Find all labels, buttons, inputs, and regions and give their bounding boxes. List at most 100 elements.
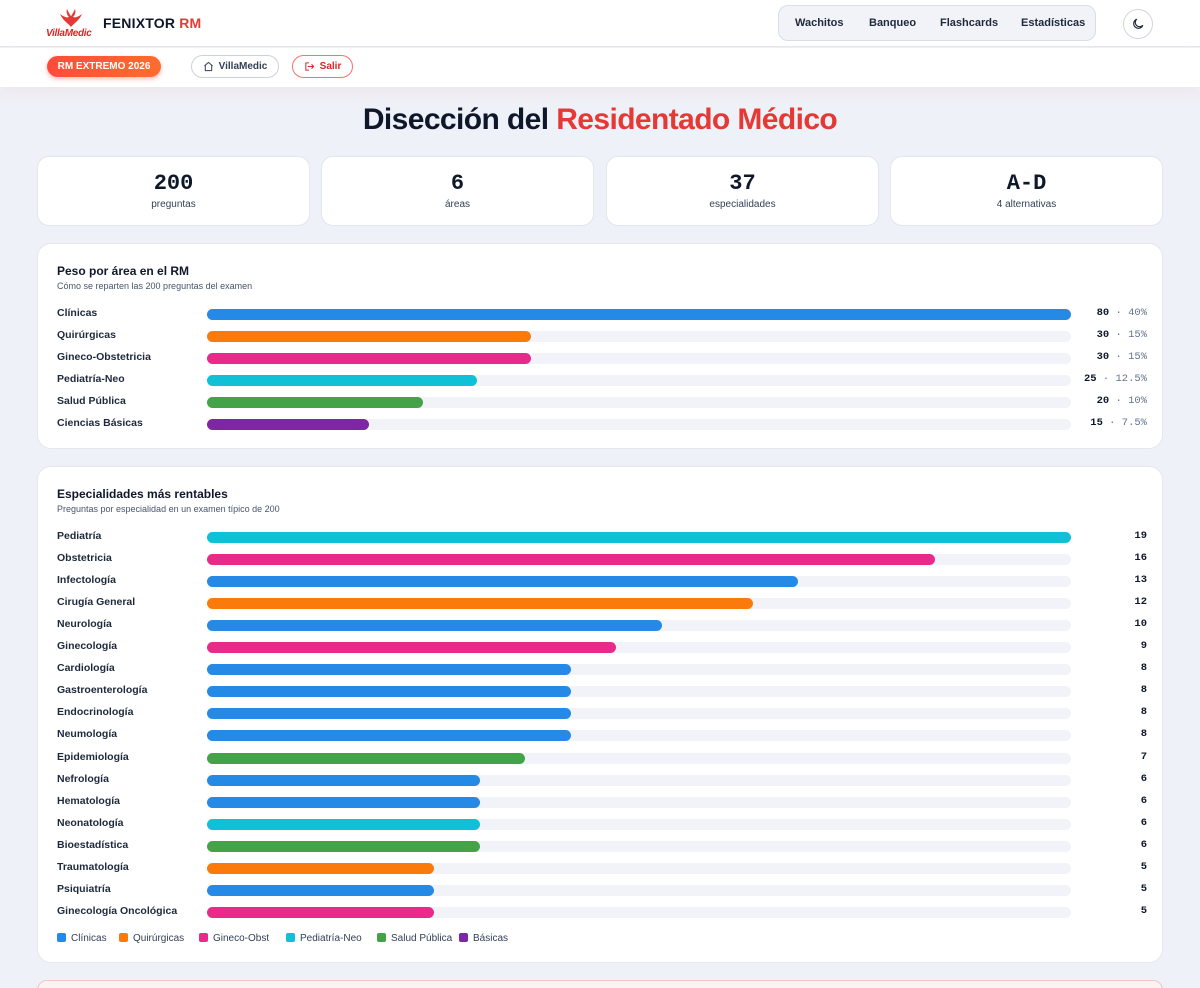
specialty-bar — [207, 796, 480, 808]
app-brand: FENIXTOR RM — [103, 15, 201, 31]
specialty-bar — [207, 730, 571, 742]
area-value: 80 · 40% — [1097, 307, 1147, 319]
nav-item-estadisticas[interactable]: Estadísticas — [1021, 17, 1086, 29]
theme-toggle-button[interactable] — [1123, 9, 1153, 39]
specialty-label: Epidemiología — [57, 750, 129, 763]
specialty-count: 6 — [1140, 838, 1147, 851]
area-bar-track — [207, 309, 1071, 320]
legend-label: Salud Pública — [391, 933, 453, 944]
stat-card-alternativas: A-D 4 alternativas — [890, 156, 1163, 226]
area-value: 25 · 12.5% — [1084, 373, 1147, 385]
logout-button[interactable]: Salir — [292, 55, 353, 78]
moon-icon — [1133, 18, 1144, 29]
specialty-bar-track — [207, 774, 1071, 786]
legend-item-pediatria-neo: Pediatría-Neo — [286, 933, 362, 944]
area-bar — [207, 419, 369, 430]
specialties-subtitle: Preguntas por especialidad en un examen … — [57, 504, 280, 514]
specialty-label: Neurología — [57, 618, 112, 631]
specialty-bar — [207, 664, 571, 676]
area-label: Clínicas — [57, 307, 98, 319]
area-bar-track — [207, 353, 1071, 364]
specialty-row-infectologia: Infectología 13 — [57, 573, 1147, 589]
nav-item-wachitos[interactable]: Wachitos — [795, 17, 844, 29]
specialty-bar-track — [207, 532, 1071, 543]
specialty-bar-track — [207, 554, 1071, 566]
specialty-label: Neumología — [57, 728, 118, 741]
specialty-value: 6 — [1141, 817, 1147, 829]
stat-value: 200 — [153, 171, 194, 196]
legend-label: Básicas — [473, 933, 509, 944]
stat-label: preguntas — [151, 199, 196, 210]
specialty-value: 8 — [1141, 684, 1147, 696]
specialty-value: 6 — [1141, 839, 1147, 851]
specialty-count: 8 — [1140, 728, 1147, 741]
specialty-bar — [207, 774, 480, 786]
specialty-bar-track — [207, 840, 1071, 852]
specialty-count: 6 — [1140, 772, 1147, 785]
nav-item-flashcards[interactable]: Flashcards — [940, 17, 999, 29]
nav-item-banqueo[interactable]: Banqueo — [869, 17, 917, 29]
page-title-accent: Residentado Médico — [556, 103, 838, 136]
next-section-card — [37, 980, 1163, 988]
specialty-bar — [207, 620, 662, 632]
logout-icon — [304, 62, 314, 71]
area-bar — [207, 353, 531, 364]
stat-value: A-D — [1006, 171, 1047, 196]
area-value: 20 · 10% — [1097, 395, 1147, 407]
page-title-main: Disección del — [362, 103, 549, 136]
specialty-bar — [207, 752, 526, 764]
stat-card-especialidades: 37 especialidades — [606, 156, 879, 226]
specialty-count: 5 — [1140, 904, 1147, 917]
villamedic-logo[interactable]: VillaMedic — [46, 8, 96, 40]
area-value: 30 · 15% — [1097, 351, 1147, 363]
specialty-bar — [207, 862, 435, 874]
area-weight-subtitle: Cómo se reparten las 200 preguntas del e… — [57, 281, 253, 291]
area-count: 25 — [1083, 373, 1097, 385]
specialty-bar — [207, 554, 935, 566]
specialty-label: Infectología — [57, 574, 116, 587]
specialty-value: 5 — [1141, 905, 1147, 917]
specialty-bar-track — [207, 598, 1071, 610]
specialty-bar — [207, 884, 435, 896]
stat-label: especialidades — [709, 199, 776, 210]
specialty-count: 19 — [1134, 530, 1147, 542]
separator-dot: · — [1109, 395, 1129, 407]
area-bar-track — [207, 397, 1071, 408]
specialty-count: 7 — [1140, 750, 1147, 763]
specialty-row-neurologia: Neurología 10 — [57, 617, 1147, 633]
stat-value: 6 — [450, 171, 465, 196]
area-row-quirurgicas: Quirúrgicas 30 · 15% — [57, 328, 1147, 344]
area-row-pediatria-neo: Pediatría-Neo 25 · 12.5% — [57, 372, 1147, 388]
area-bar-track — [207, 331, 1071, 342]
area-count: 30 — [1096, 329, 1110, 341]
specialty-value: 7 — [1141, 751, 1147, 763]
specialty-row-bioestadistica: Bioestadística 6 — [57, 838, 1147, 854]
specialty-count: 6 — [1140, 794, 1147, 807]
specialty-label: Pediatría — [57, 530, 102, 542]
specialty-label: Endocrinología — [57, 706, 134, 719]
specialty-bar-track — [207, 796, 1071, 808]
stat-label: áreas — [444, 199, 470, 210]
separator-dot: · — [1102, 417, 1122, 429]
separator-dot: · — [1109, 307, 1129, 319]
villamedic-home-button[interactable]: VillaMedic — [191, 55, 279, 78]
specialty-label: Traumatología — [57, 860, 129, 873]
specialty-value: 8 — [1141, 728, 1147, 740]
area-bar — [207, 375, 477, 386]
specialty-bar-track — [207, 642, 1071, 654]
home-icon — [203, 61, 213, 72]
specialty-row-ginecologia: Ginecología 9 — [57, 639, 1147, 655]
specialty-bar — [207, 598, 753, 610]
specialty-row-psiquiatria: Psiquiatría 5 — [57, 882, 1147, 898]
area-label: Ciencias Básicas — [57, 417, 143, 429]
legend-item-salud-publica: Salud Pública — [377, 933, 452, 944]
specialty-bar-track — [207, 818, 1071, 830]
specialty-label: Psiquiatría — [57, 882, 111, 895]
specialty-value: 9 — [1141, 640, 1147, 652]
stat-label: 4 alternativas — [996, 199, 1057, 210]
legend-swatch — [377, 933, 386, 942]
area-label: Salud Pública — [57, 395, 126, 407]
specialty-bar-track — [207, 906, 1071, 918]
specialty-label: Bioestadística — [57, 838, 129, 851]
plan-badge[interactable]: RM EXTREMO 2026 — [47, 56, 161, 77]
